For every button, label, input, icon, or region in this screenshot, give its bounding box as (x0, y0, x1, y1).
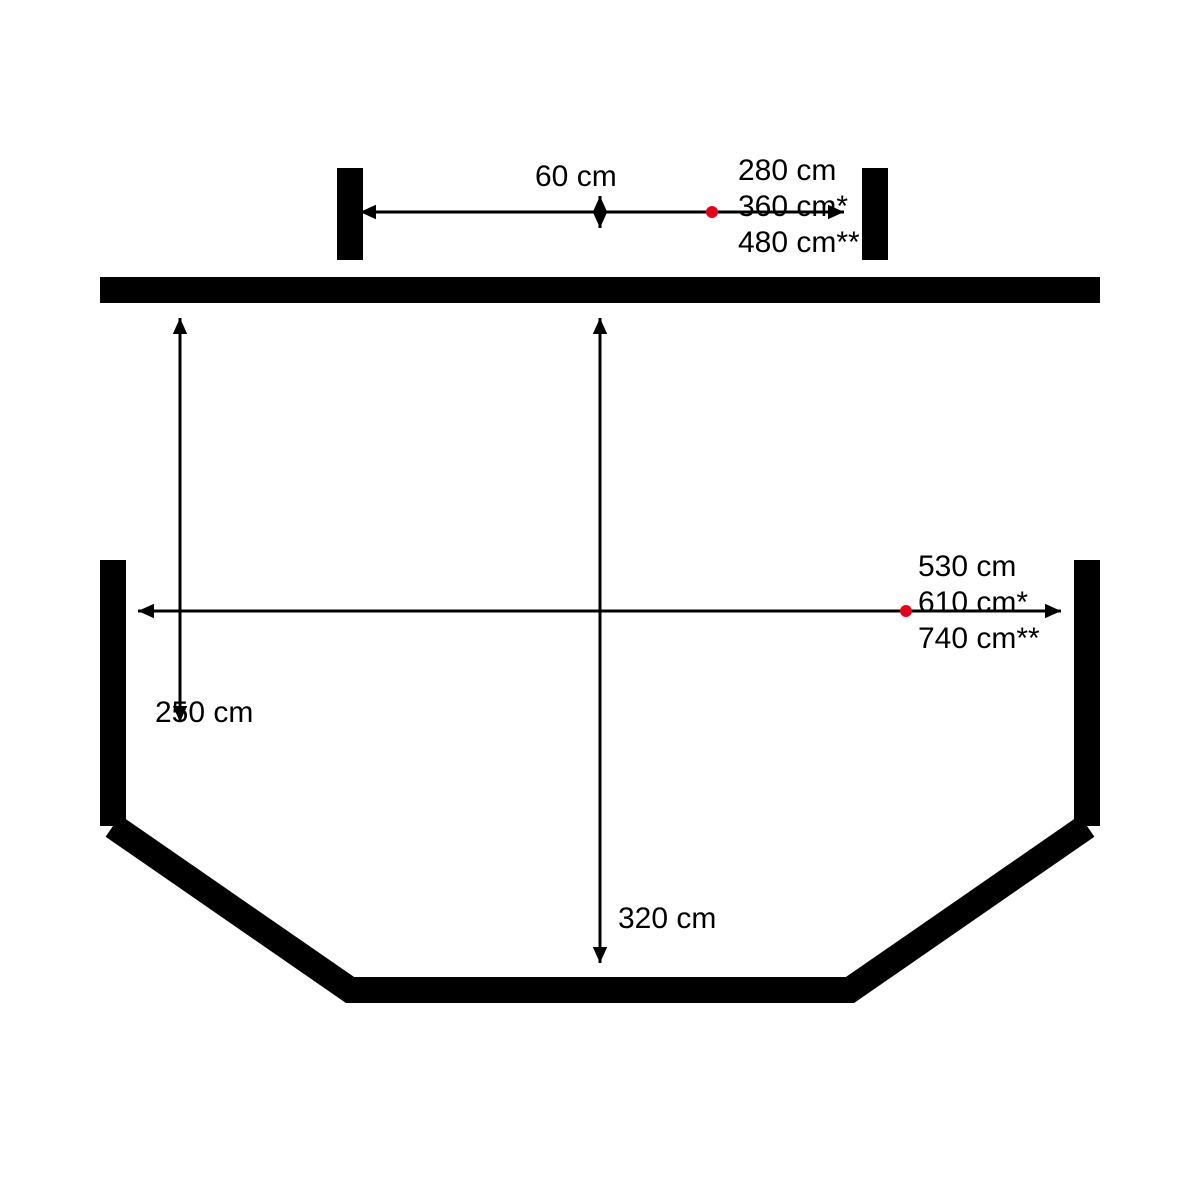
label-opening-2: 480 cm** (738, 226, 860, 259)
arrow-width-dot (900, 605, 912, 617)
post-right (862, 168, 888, 260)
label-top-height: 60 cm (535, 160, 617, 193)
label-side-height: 250 cm (155, 696, 253, 729)
post-left (337, 168, 363, 260)
label-width-1: 610 cm* (918, 586, 1028, 619)
right-wall (1074, 560, 1100, 826)
label-opening-1: 360 cm* (738, 190, 848, 223)
top-bar (100, 277, 1100, 303)
label-full-height: 320 cm (618, 902, 716, 935)
left-wall (100, 560, 126, 826)
label-opening-0: 280 cm (738, 154, 836, 187)
label-width-2: 740 cm** (918, 622, 1040, 655)
label-width-0: 530 cm (918, 550, 1016, 583)
tent-diagram: 60 cm 280 cm360 cm*480 cm** 530 cm610 cm*7… (0, 0, 1200, 1200)
arrow-opening-dot (706, 206, 718, 218)
